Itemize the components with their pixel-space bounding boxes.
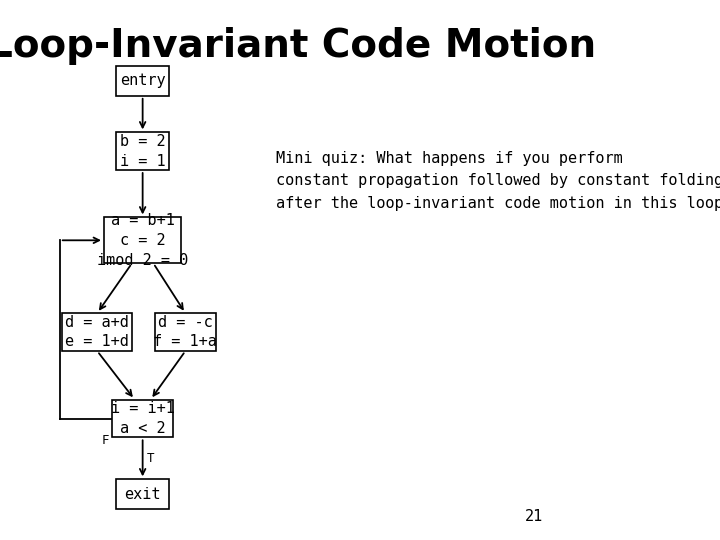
Text: d = a+d
e = 1+d: d = a+d e = 1+d (66, 315, 129, 349)
Text: d = -c
f = 1+a: d = -c f = 1+a (153, 315, 217, 349)
Text: Loop-Invariant Code Motion: Loop-Invariant Code Motion (0, 27, 596, 65)
Text: i = i+1
a < 2: i = i+1 a < 2 (111, 401, 174, 436)
FancyBboxPatch shape (104, 217, 181, 263)
Text: T: T (147, 452, 154, 465)
Text: F: F (102, 434, 109, 447)
Text: entry: entry (120, 73, 166, 89)
FancyBboxPatch shape (63, 313, 132, 351)
FancyBboxPatch shape (112, 400, 174, 437)
FancyBboxPatch shape (116, 66, 169, 96)
FancyBboxPatch shape (116, 132, 169, 170)
FancyBboxPatch shape (155, 313, 216, 351)
Text: Mini quiz: What happens if you perform
constant propagation followed by constant: Mini quiz: What happens if you perform c… (276, 151, 720, 211)
Text: exit: exit (125, 487, 161, 502)
FancyBboxPatch shape (116, 480, 169, 509)
Text: 21: 21 (525, 509, 544, 524)
Text: b = 2
i = 1: b = 2 i = 1 (120, 134, 166, 168)
Text: a = b+1
c = 2
imod 2 = 0: a = b+1 c = 2 imod 2 = 0 (97, 213, 188, 268)
